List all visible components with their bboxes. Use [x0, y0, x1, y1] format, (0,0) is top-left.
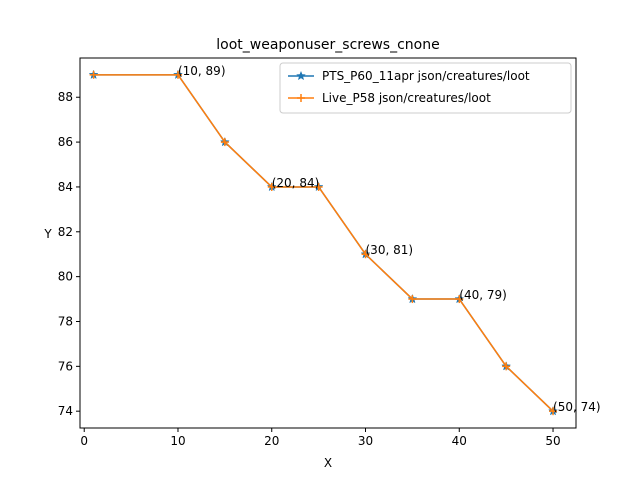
series-0 — [88, 69, 558, 416]
data-point-plus — [455, 295, 464, 304]
y-tick-label: 76 — [58, 359, 73, 373]
annotations: (10, 89) (20, 84) (30, 81) (40, 79) (50, 74) — [178, 64, 601, 414]
data-point-plus — [220, 138, 229, 147]
y-tick-label: 74 — [58, 404, 73, 418]
legend-box — [279, 62, 572, 114]
chart-title: loot_weaponuser_screws_cnone — [216, 37, 439, 53]
y-tick-label: 78 — [58, 314, 73, 328]
legend-label: PTS_P60_11apr json/creatures/loot — [322, 69, 530, 83]
y-tick-label: 86 — [58, 135, 73, 149]
data-point-plus — [549, 407, 558, 416]
point-annotation: (10, 89) — [178, 64, 226, 78]
y-axis-label: Y — [43, 227, 52, 241]
y-axis: 74 76 78 80 82 84 86 88 — [58, 90, 80, 418]
x-tick-label: 50 — [545, 434, 560, 448]
data-point-plus — [173, 70, 182, 79]
data-point-plus — [502, 362, 511, 371]
x-tick-label: 10 — [170, 434, 185, 448]
point-annotation: (20, 84) — [272, 176, 320, 190]
plot-area — [79, 57, 577, 429]
data-point-plus — [361, 250, 370, 259]
x-tick-label: 0 — [80, 434, 88, 448]
data-point-plus — [89, 70, 98, 79]
legend-label: Live_P58 json/creatures/loot — [322, 91, 491, 105]
point-annotation: (50, 74) — [553, 400, 601, 414]
y-tick-label: 84 — [58, 180, 73, 194]
y-tick-label: 82 — [58, 225, 73, 239]
point-annotation: (40, 79) — [459, 288, 507, 302]
x-tick-label: 30 — [358, 434, 373, 448]
point-annotation: (30, 81) — [366, 243, 414, 257]
data-point-star — [296, 70, 306, 81]
series-line — [93, 74, 554, 412]
series-1 — [89, 70, 558, 416]
data-point-plus — [314, 182, 323, 191]
data-point-plus — [297, 94, 305, 102]
x-axis: 0 10 20 30 40 50 — [80, 428, 561, 448]
data-point-plus — [267, 182, 276, 191]
legend: PTS_P60_11apr json/creatures/loot Live_P5… — [279, 62, 572, 114]
x-tick-label: 20 — [264, 434, 279, 448]
legend-entry: Live_P58 json/creatures/loot — [288, 91, 491, 105]
series-line — [93, 74, 554, 412]
x-tick-label: 40 — [452, 434, 467, 448]
legend-entry: PTS_P60_11apr json/creatures/loot — [288, 69, 530, 83]
y-tick-label: 80 — [58, 270, 73, 284]
x-axis-label: X — [324, 456, 332, 470]
y-tick-label: 88 — [58, 90, 73, 104]
series-layer — [88, 69, 558, 416]
data-point-plus — [408, 295, 417, 304]
